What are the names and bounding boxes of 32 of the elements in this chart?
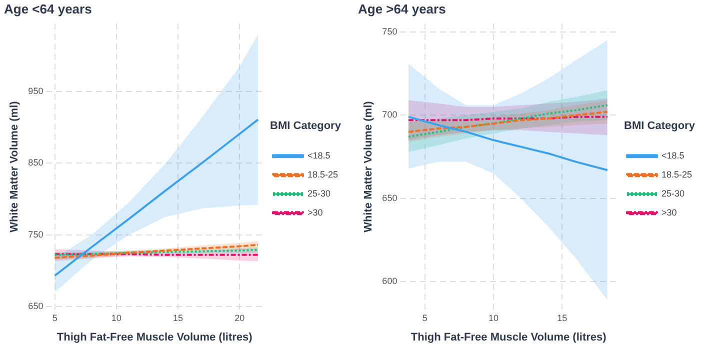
- y-tick-label: 850: [28, 158, 44, 168]
- y-tick-label: 750: [382, 26, 398, 36]
- y-tick-label: 750: [28, 229, 44, 240]
- legend-label: 18.5-25: [661, 170, 692, 180]
- y-axis-title: White Matter Volume (ml): [8, 100, 21, 232]
- legend-title: BMI Category: [624, 120, 696, 132]
- legend-label: >30: [307, 208, 323, 218]
- y-tick-label: 600: [382, 276, 398, 286]
- y-tick-label: 650: [28, 300, 44, 311]
- chart-title: Age >64 years: [358, 1, 446, 16]
- x-axis-title: Thigh Fat-Free Muscle Volume (litres): [56, 331, 253, 344]
- y-tick-label: 700: [382, 110, 398, 120]
- legend-label: 25-30: [661, 188, 685, 199]
- legend-label: 25-30: [307, 188, 331, 199]
- legend-label: >30: [661, 208, 677, 218]
- x-axis-title: Thigh Fat-Free Muscle Volume (litres): [410, 331, 607, 344]
- x-tick-label: 20: [234, 312, 245, 323]
- chart-title: Age <64 years: [4, 1, 92, 16]
- legend-label: 18.5-25: [307, 170, 338, 180]
- x-tick-label: 15: [557, 312, 568, 323]
- x-tick-label: 15: [172, 312, 184, 323]
- y-tick-label: 950: [28, 86, 44, 96]
- x-tick-label: 10: [488, 312, 499, 323]
- y-tick-label: 650: [382, 192, 398, 203]
- line-series: [407, 110, 608, 133]
- x-tick-label: 5: [52, 312, 58, 323]
- y-axis-title: White Matter Volume (ml): [362, 100, 375, 232]
- legend-label: <18.5: [661, 150, 684, 161]
- x-tick-label: 10: [111, 312, 122, 323]
- legend-title: BMI Category: [270, 120, 342, 132]
- x-tick-label: 5: [422, 312, 428, 323]
- legend-label: <18.5: [307, 150, 330, 161]
